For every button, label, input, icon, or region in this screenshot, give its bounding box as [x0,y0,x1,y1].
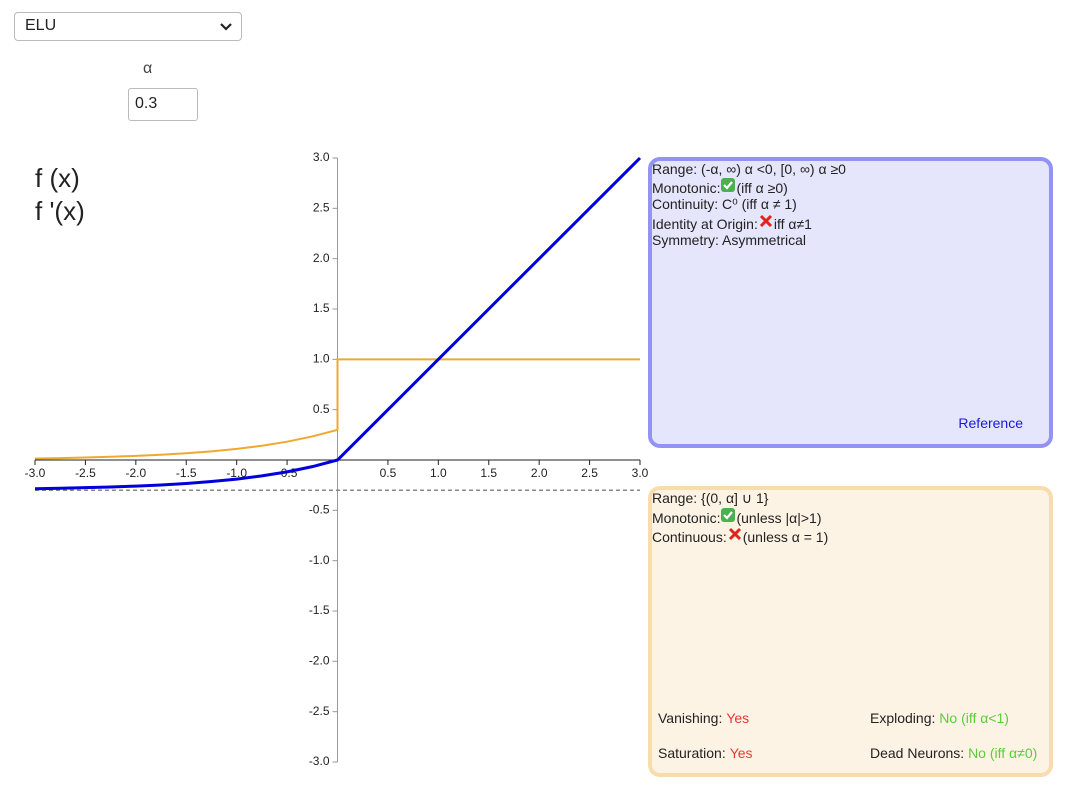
function-select[interactable]: ELU [14,12,242,41]
y-tick-label: 2.0 [313,251,330,265]
property-row: Range: {(0, α] ∪ 1} [652,490,1049,507]
property-label: Monotonic: [652,180,721,196]
series-line [34,156,642,491]
property-value: No (iff α<1) [939,709,1009,726]
function-panel: Range: (-α, ∞) α <0, [0, ∞) α ≥0 Monotoni… [648,157,1053,448]
property-label: Saturation: [658,745,726,762]
property-label: Exploding: [870,709,936,726]
icon-mark [728,527,741,541]
legend-entry: f '(x) [35,196,85,226]
cross-icon [728,527,741,541]
property-pair: Vanishing: Yes [658,710,749,726]
y-tick-label: 0.5 [313,402,330,416]
property-pair: Dead Neurons: No (iff α≠0) [870,745,1037,761]
property-note: (iff α ≥0) [736,180,788,196]
series-line [34,358,640,460]
property-label: Continuous: [652,529,727,545]
y-tick-label: -0.5 [309,503,330,517]
property-label: Monotonic: [652,510,721,526]
property-label: Identity at Origin: [652,216,758,232]
x-tick-label: -1.0 [226,466,247,480]
icon-bg [721,508,736,522]
y-tick-label: 1.5 [313,301,330,315]
property-pair: Exploding: No (iff α<1) [870,710,1009,726]
x-tick-label: 3.0 [632,466,649,480]
select-value: ELU [25,17,57,34]
x-tick-label: 1.5 [480,466,497,480]
icon-mark [723,181,734,190]
property-row: Monotonic: (unless |α|>1) [652,507,1049,526]
cross-icon [759,214,772,228]
y-tick-label: 2.5 [313,201,330,215]
property-value: No (iff α≠0) [968,745,1038,762]
property-value: Yes [729,745,753,762]
x-tick-label: 0.5 [380,466,397,480]
check-icon [721,508,736,522]
property-note: (unless |α|>1) [736,510,822,526]
property-label: Dead Neurons: [870,745,965,762]
chevron [220,23,232,31]
property-label: Vanishing: [658,709,723,726]
x-tick-label: -3.0 [25,466,46,480]
property-row: Range: (-α, ∞) α <0, [0, ∞) α ≥0 [652,161,1049,177]
property-row: Continuous: (unless α = 1) [652,526,1049,545]
property-note: (unless α = 1) [742,529,829,545]
check-icon [721,178,736,192]
icon-bg [721,178,736,192]
icon-mark [759,214,772,228]
property-row: Symmetry: Asymmetrical [652,232,1049,248]
y-tick-label: -2.5 [309,704,330,718]
legend-entry: f (x) [35,163,80,193]
property-value: Yes [726,709,750,726]
y-tick-label: -2.0 [309,654,330,668]
alpha-input[interactable]: 0.3 [128,88,198,121]
property-label: Range: (-α, ∞) α <0, [0, ∞) α ≥0 [652,161,846,177]
x-tick-label: 1.0 [430,466,447,480]
derivative-panel: Range: {(0, α] ∪ 1} Monotonic: (unless |α|… [648,486,1053,777]
property-pair: Saturation: Yes [658,745,753,761]
y-tick-label: -1.5 [309,603,330,617]
property-label: Continuity: C⁰ (iff α ≠ 1) [652,196,797,212]
x-tick-label: -1.5 [176,466,197,480]
reference-link[interactable]: Reference [958,415,1023,432]
property-note: iff α≠1 [773,216,812,232]
property-label: Range: {(0, α] ∪ 1} [652,490,769,506]
property-row: Continuity: C⁰ (iff α ≠ 1) [652,196,1049,213]
y-tick-label: -3.0 [309,754,330,768]
property-row: Identity at Origin: iff α≠1 [652,213,1049,232]
property-row: Monotonic: (iff α ≥0) [652,177,1049,196]
y-tick-label: 1.0 [313,352,330,366]
x-tick-label: -2.0 [125,466,146,480]
y-tick-label: -1.0 [309,553,330,567]
x-tick-label: 2.0 [531,466,548,480]
icon-mark [723,511,734,520]
x-tick-label: -2.5 [75,466,96,480]
x-tick-label: 2.5 [581,466,598,480]
alpha-label: α [143,60,153,77]
property-label: Symmetry: Asymmetrical [652,232,807,248]
y-tick-label: 3.0 [313,150,330,164]
